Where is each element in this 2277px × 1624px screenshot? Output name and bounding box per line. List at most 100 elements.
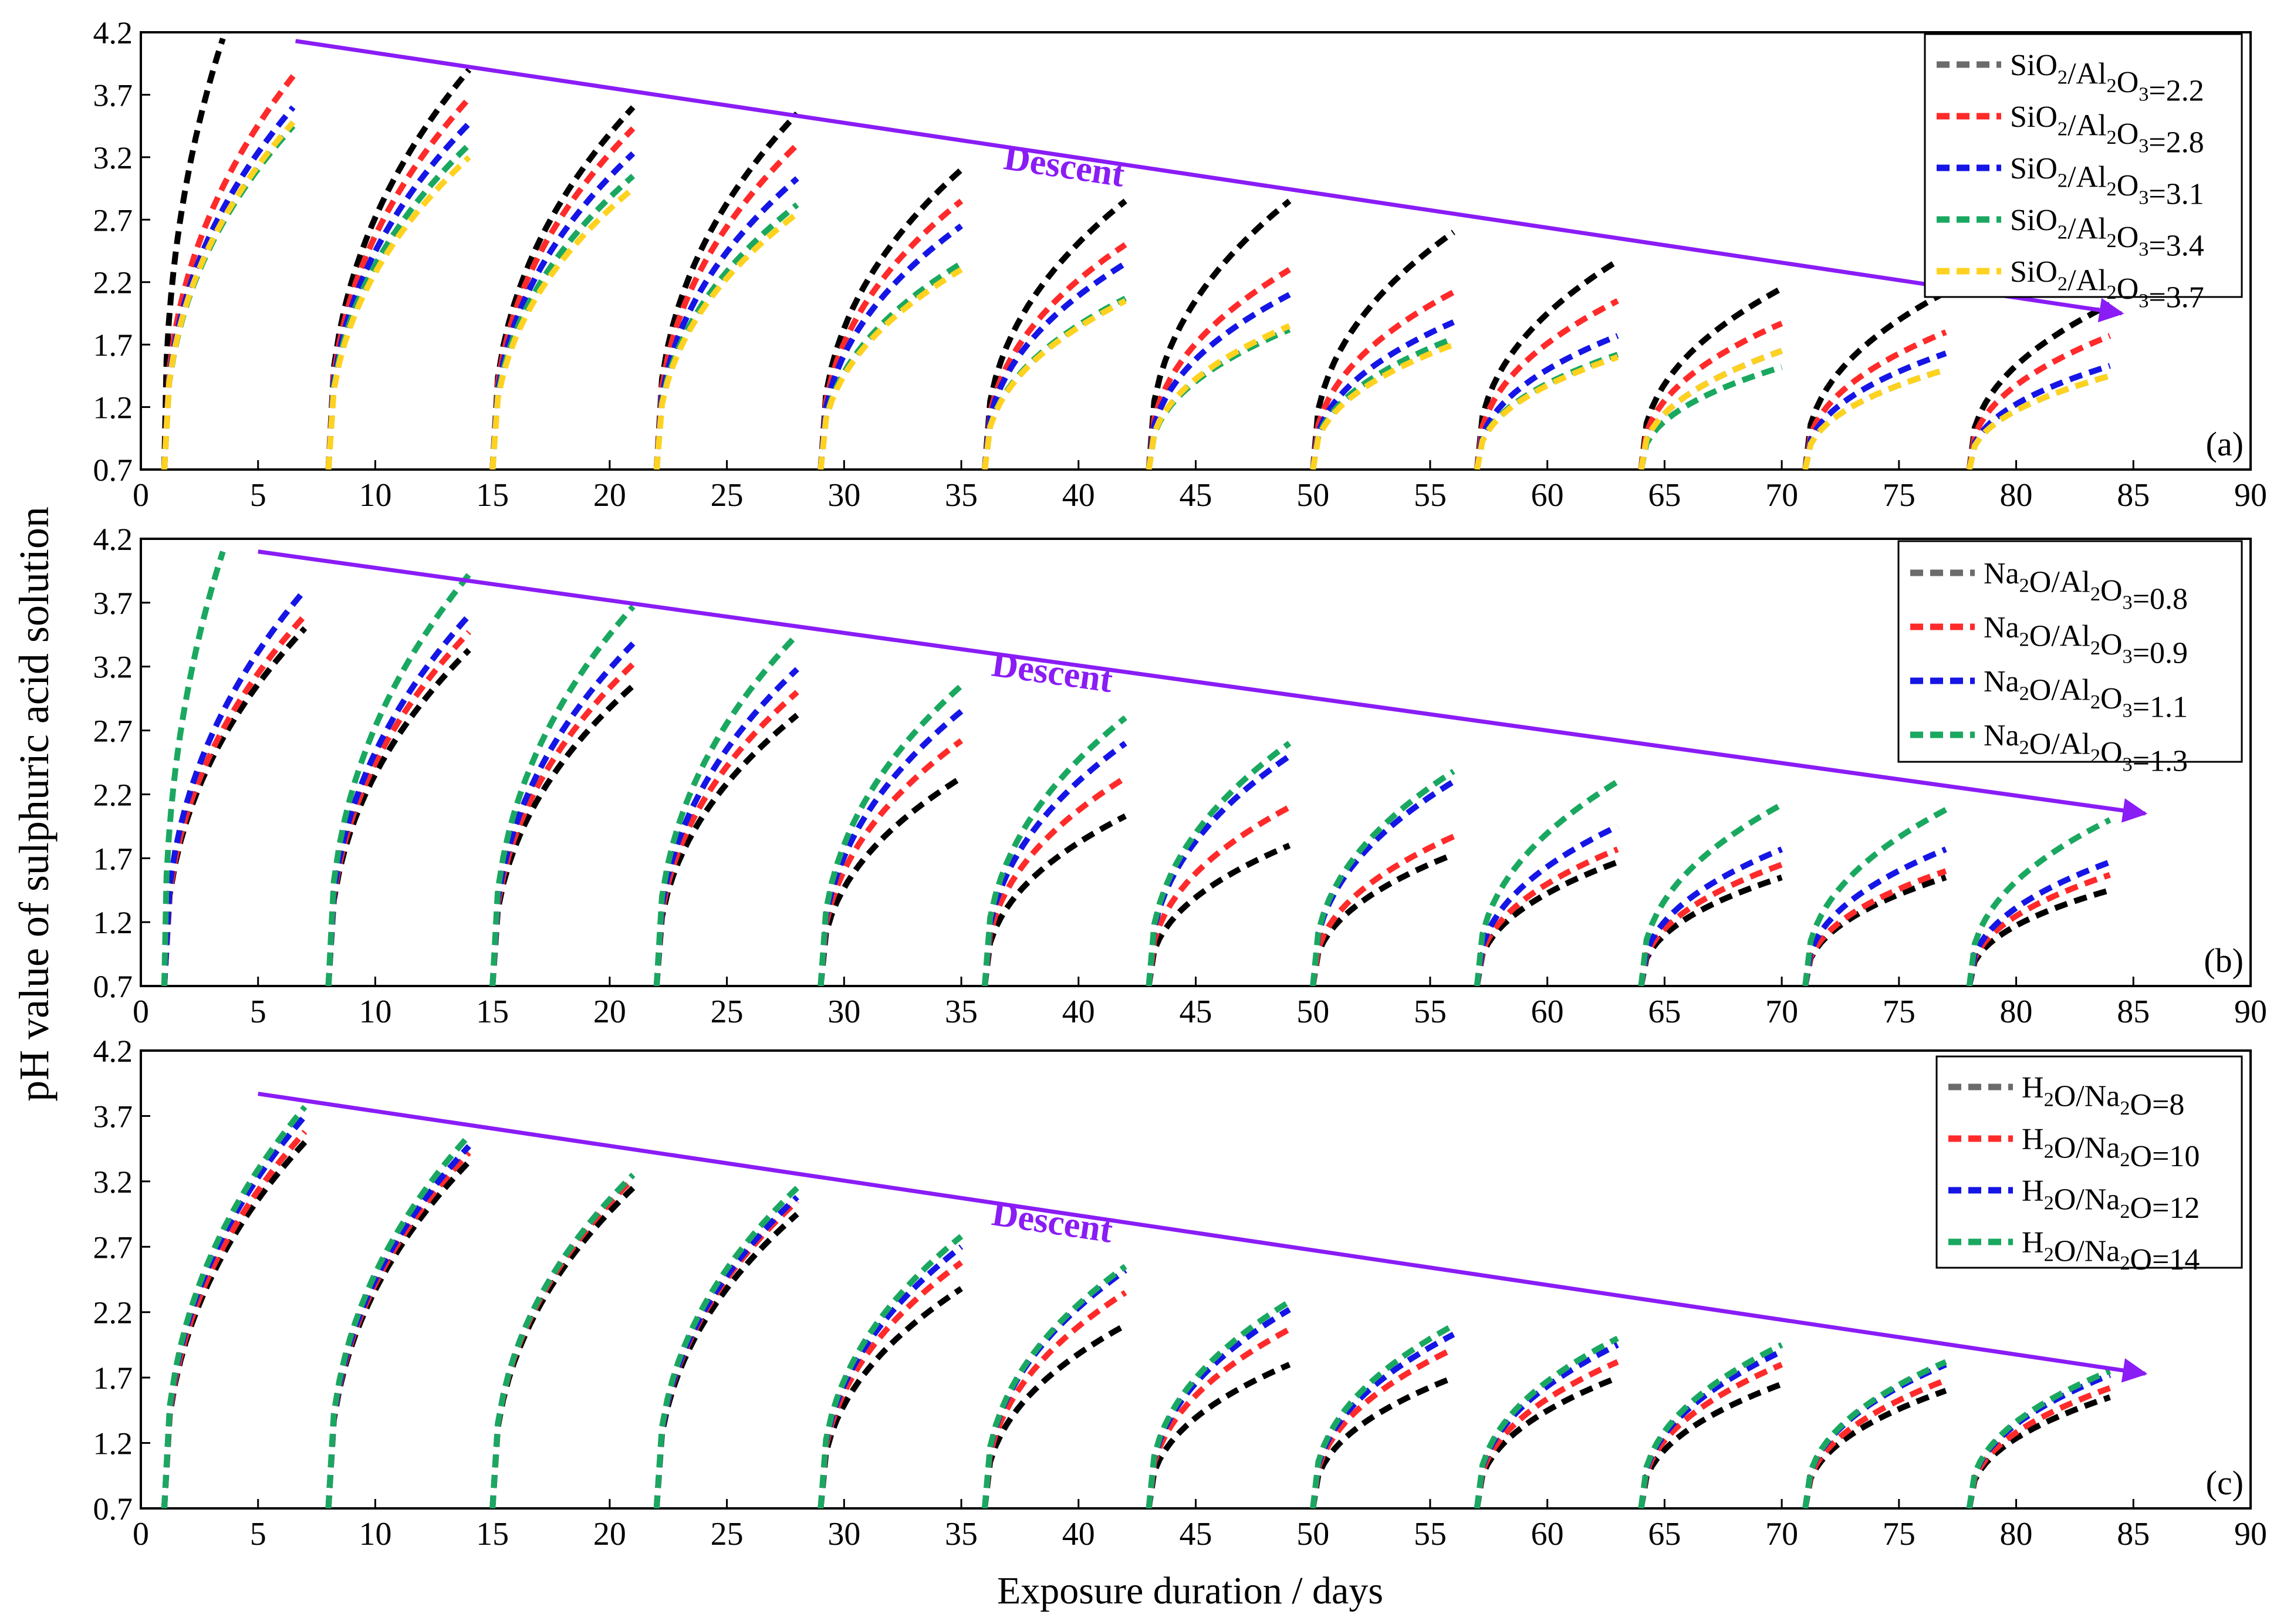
y-tick-label: 1.7 [93, 327, 133, 363]
x-tick-label: 70 [1765, 994, 1798, 1030]
series-cycle-line [1966, 333, 2112, 470]
x-tick-label: 35 [945, 1516, 978, 1552]
series-cycle-line [653, 667, 799, 986]
y-tick-label: 3.7 [93, 586, 133, 621]
x-tick-label: 80 [2000, 477, 2033, 514]
series-cycle-line [489, 186, 636, 470]
x-tick-label: 75 [1883, 1516, 1915, 1552]
x-tick-label: 40 [1062, 994, 1095, 1030]
series-cycle-line [325, 96, 471, 470]
x-tick-label: 90 [2234, 994, 2267, 1030]
series-cycle-line [982, 775, 1127, 986]
series-cycle-line [817, 775, 963, 986]
series-sio2-al2o3-3-7 [161, 120, 2111, 470]
x-tick-label: 75 [1883, 477, 1915, 514]
series-cycle-line [1474, 258, 1620, 470]
series-cycle-line [1474, 1359, 1619, 1508]
x-tick-label: 85 [2117, 477, 2150, 514]
x-tick-label: 55 [1414, 1516, 1447, 1552]
legend-label: Na2O/Al2O3=1.3 [1984, 719, 2188, 778]
series-cycle-line [1310, 1375, 1455, 1508]
series-cycle-line [1802, 366, 1947, 470]
y-tick-label: 1.7 [93, 841, 133, 876]
series-cycle-line [489, 126, 636, 470]
series-cycle-line [489, 605, 636, 986]
series-cycle-line [1474, 859, 1619, 986]
legend-label: SiO2/Al2O3=3.1 [2010, 152, 2204, 211]
x-tick-label: 60 [1531, 1516, 1564, 1552]
x-tick-label: 20 [593, 477, 626, 514]
series-cycle-line [1802, 807, 1948, 986]
series-cycle-line [653, 1211, 799, 1508]
series-na2o-al2o3-1-3 [161, 551, 2112, 986]
series-cycle-line [1310, 289, 1455, 470]
series-cycle-line [1146, 267, 1291, 470]
x-tick-label: 60 [1531, 477, 1564, 514]
series-cycle-line [653, 690, 799, 986]
series-cycle-line [1966, 817, 2112, 986]
series-cycle-line [1966, 363, 2111, 470]
series-cycle-line [1802, 1359, 1947, 1508]
panel-label: (a) [2206, 425, 2244, 463]
x-tick-label: 5 [250, 994, 266, 1030]
x-tick-label: 80 [2000, 994, 2033, 1030]
legend-label: Na2O/Al2O3=1.1 [1984, 665, 2188, 724]
descent-arrow [295, 39, 2124, 323]
panel-label: (c) [2206, 1464, 2244, 1502]
y-tick-label: 3.7 [93, 77, 133, 113]
series-cycle-line [1474, 846, 1619, 986]
legend-label: SiO2/Al2O3=2.8 [2010, 100, 2204, 160]
x-tick-label: 65 [1648, 994, 1681, 1030]
x-tick-label: 20 [593, 1516, 626, 1552]
series-cycle-line [982, 813, 1127, 986]
x-tick-label: 10 [359, 1516, 391, 1552]
y-tick-label: 0.7 [93, 969, 133, 1004]
y-tick-label: 3.2 [93, 140, 133, 175]
series-cycle-line [1146, 198, 1292, 470]
x-tick-label: 55 [1414, 994, 1447, 1030]
series-cycle-line [1638, 286, 1783, 470]
series-cycle-line [653, 111, 800, 470]
series-cycle-line [982, 198, 1127, 470]
descent-arrow [258, 1092, 2148, 1383]
series-cycle-line [1638, 320, 1783, 470]
x-tick-label: 5 [250, 1516, 266, 1552]
x-tick-label: 50 [1296, 994, 1329, 1030]
panels: 0 5 10 15 20 25 30 35 40 45 50 55 60 65 70 75 80 85 900.71… [93, 15, 2268, 1552]
series-cycle-line [1966, 373, 2111, 470]
series-cycle-line [1966, 1394, 2111, 1508]
x-tick-label: 85 [2117, 994, 2150, 1030]
series-cycle-line [489, 683, 636, 986]
series-cycle-line [653, 176, 799, 470]
series-cycle-line [982, 242, 1127, 470]
series-sio2-al2o3-2-2 [161, 38, 2112, 470]
x-tick-label: 45 [1180, 994, 1212, 1030]
y-tick-label: 4.2 [93, 1034, 133, 1069]
series-cycle-line [1146, 804, 1291, 986]
x-tick-label: 60 [1531, 994, 1564, 1030]
legend-label: SiO2/Al2O3=3.4 [2010, 204, 2204, 263]
y-tick-label: 2.2 [93, 1295, 133, 1331]
legend-label: SiO2/Al2O3=2.2 [2010, 49, 2204, 108]
series-cycle-line [1146, 842, 1291, 986]
series-cycle-line [1802, 1377, 1947, 1508]
series-cycle-line [1966, 302, 2112, 470]
series-cycle-line [653, 1186, 799, 1508]
x-tick-label: 0 [133, 477, 149, 514]
series-cycle-line [1474, 779, 1620, 986]
series-cycle-line [1638, 875, 1783, 986]
series-sio2-al2o3-2-8 [161, 74, 2112, 470]
series-cycle-line [1802, 868, 1947, 986]
series-cycle-line [1638, 364, 1783, 470]
series-cycle-line [653, 632, 800, 986]
x-tick-label: 50 [1296, 477, 1329, 514]
series-cycle-line [817, 167, 964, 470]
y-tick-label: 3.2 [93, 650, 133, 685]
x-tick-label: 40 [1062, 477, 1095, 514]
series-cycle-line [325, 155, 471, 470]
y-tick-label: 1.7 [93, 1360, 133, 1396]
series-cycle-line [1146, 292, 1291, 470]
chart-panel-a: 0 5 10 15 20 25 30 35 40 45 50 55 60 65 70 75 80 85 90 0.7 1… [93, 15, 2268, 514]
legend-label: H2O/Na2O=10 [2022, 1123, 2200, 1173]
series-cycle-line [489, 151, 636, 470]
